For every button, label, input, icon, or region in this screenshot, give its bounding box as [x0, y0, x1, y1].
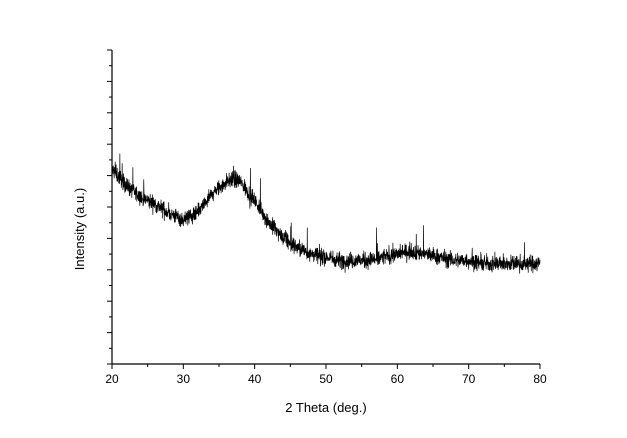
x-tick-label: 70: [462, 372, 476, 386]
x-tick-label: 40: [248, 372, 262, 386]
x-tick-labels: 20 30 40 50 60 70 80: [105, 372, 547, 386]
x-tick-label: 30: [177, 372, 191, 386]
x-tick-label: 60: [391, 372, 405, 386]
ticks-layer: [107, 49, 541, 369]
data-layer: [111, 153, 541, 274]
x-tick-label: 20: [105, 372, 119, 386]
x-tick-label: 50: [319, 372, 333, 386]
xrd-trace-line: [111, 153, 541, 274]
x-tick-label: 80: [533, 372, 547, 386]
x-axis-label: 2 Theta (deg.): [285, 400, 366, 415]
y-axis-label: Intensity (a.u.): [72, 188, 87, 270]
